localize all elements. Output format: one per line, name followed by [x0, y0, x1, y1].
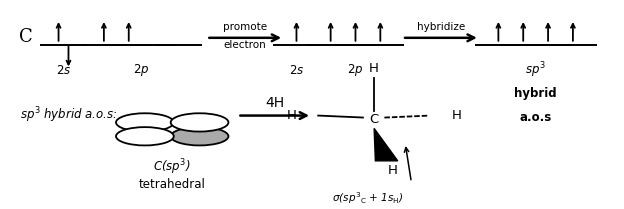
Text: hybridize: hybridize: [417, 22, 465, 32]
Text: $sp^3$ hybrid a.o.s:: $sp^3$ hybrid a.o.s:: [20, 106, 118, 125]
Text: C: C: [19, 28, 33, 46]
Text: H: H: [388, 164, 397, 177]
Text: C: C: [369, 113, 379, 126]
Text: C($sp^3$): C($sp^3$): [154, 157, 191, 177]
Text: $2s$: $2s$: [56, 64, 71, 77]
Text: H: H: [452, 109, 462, 122]
Ellipse shape: [171, 113, 228, 132]
Text: $2p$: $2p$: [133, 62, 149, 78]
Text: $2p$: $2p$: [348, 62, 364, 78]
Text: a.o.s: a.o.s: [520, 111, 552, 124]
Text: $\sigma$($sp^3{}_\mathrm{C}$ + 1$s_\mathrm{H}$): $\sigma$($sp^3{}_\mathrm{C}$ + 1$s_\math…: [332, 190, 404, 206]
Text: promote: promote: [223, 22, 267, 32]
Text: electron: electron: [224, 40, 266, 50]
Text: 4H: 4H: [265, 96, 285, 110]
Polygon shape: [374, 128, 397, 161]
Ellipse shape: [171, 127, 228, 145]
Text: tetrahedral: tetrahedral: [139, 178, 206, 191]
Ellipse shape: [116, 127, 173, 145]
Text: H: H: [369, 62, 379, 75]
Text: hybrid: hybrid: [514, 87, 557, 100]
Text: H: H: [286, 109, 296, 122]
Text: $sp^3$: $sp^3$: [525, 60, 546, 80]
Text: $2s$: $2s$: [289, 64, 304, 77]
Ellipse shape: [116, 113, 173, 132]
